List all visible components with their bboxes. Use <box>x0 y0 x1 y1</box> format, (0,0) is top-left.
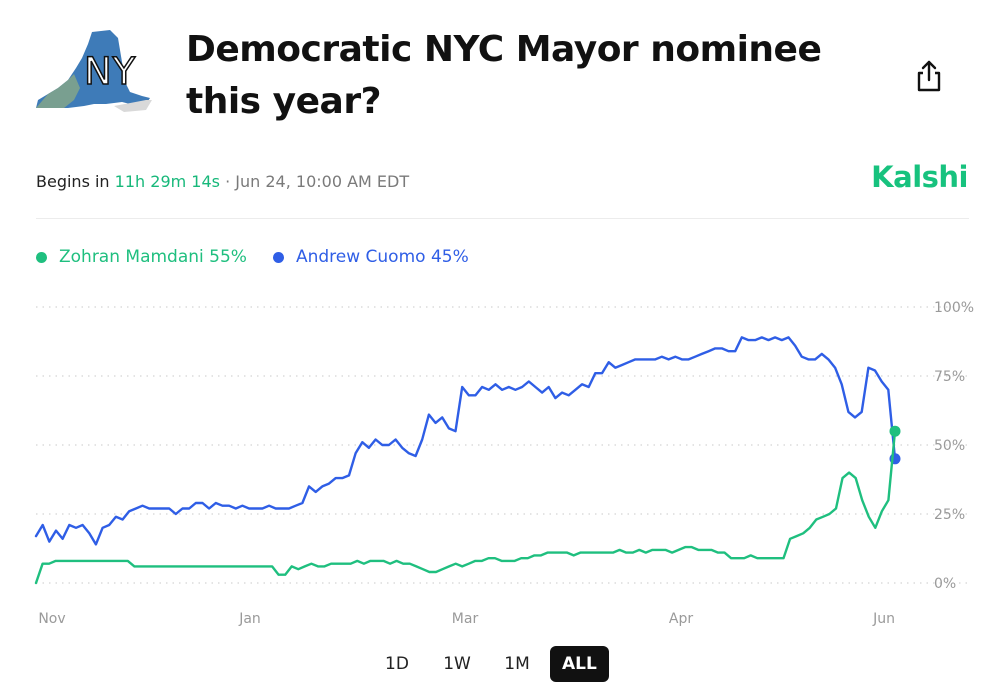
x-tick-label: Jun <box>872 611 895 627</box>
legend-label-cuomo: Andrew Cuomo 45% <box>295 247 469 267</box>
begins-label: Begins in <box>36 172 110 191</box>
x-tick-label: Jan <box>238 611 261 627</box>
series-line-zohran-mamdani <box>34 430 897 585</box>
legend-label-mamdani: Zohran Mamdani 55% <box>59 247 247 267</box>
y-tick-label: 25% <box>934 507 965 523</box>
x-tick-label: Nov <box>38 611 65 627</box>
share-icon[interactable] <box>912 58 946 94</box>
event-date: Jun 24, 10:00 AM EDT <box>235 172 410 191</box>
range-button-1w[interactable]: 1W <box>443 654 471 674</box>
x-tick-label: Apr <box>669 611 693 627</box>
event-meta: Begins in 11h 29m 14s · Jun 24, 10:00 AM… <box>36 172 409 191</box>
legend-item-mamdani[interactable]: Zohran Mamdani 55% <box>36 247 247 267</box>
series-endpoint-zohran-mamdani <box>889 425 901 437</box>
legend-dot-mamdani <box>36 251 47 263</box>
new-york-state-map-icon: NY <box>34 28 156 118</box>
legend: Zohran Mamdani 55% Andrew Cuomo 45% <box>36 247 469 267</box>
brand-logo[interactable]: Kalshi <box>871 160 968 194</box>
countdown: 11h 29m 14s <box>114 172 220 191</box>
divider <box>36 218 969 219</box>
legend-dot-cuomo <box>272 251 284 263</box>
price-history-chart[interactable]: 100% 75% 50% 25% 0% Nov Jan Mar Apr Jun <box>0 290 1000 635</box>
x-tick-label: Mar <box>452 611 479 627</box>
y-tick-label: 100% <box>934 300 974 316</box>
logo-text: NY <box>83 49 137 94</box>
range-button-1d[interactable]: 1D <box>385 654 409 674</box>
page-title: Democratic NYC Mayor nominee this year? <box>186 29 822 122</box>
meta-separator: · <box>225 172 231 191</box>
series-line-andrew-cuomo <box>34 336 897 546</box>
range-button-1m[interactable]: 1M <box>504 654 530 674</box>
y-tick-label: 75% <box>934 369 965 385</box>
range-button-all[interactable]: ALL <box>550 646 609 682</box>
y-tick-label: 50% <box>934 438 965 454</box>
y-tick-label: 0% <box>934 576 956 592</box>
time-range-selector: 1D 1W 1M ALL <box>370 646 609 682</box>
legend-item-cuomo[interactable]: Andrew Cuomo 45% <box>272 247 469 267</box>
